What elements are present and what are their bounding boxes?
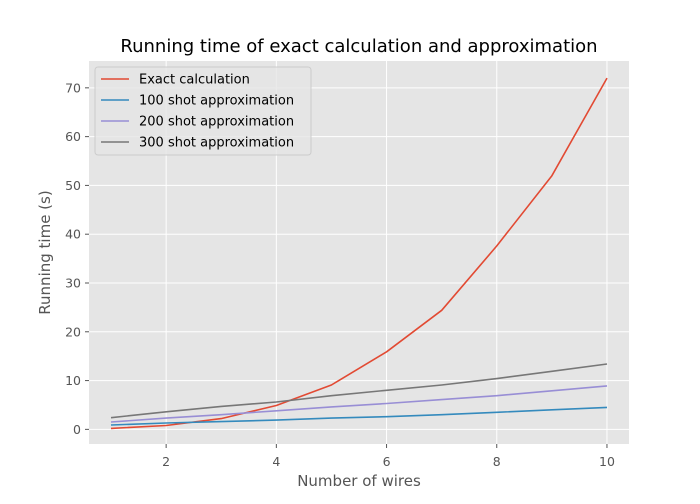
y-tick-label: 30 bbox=[65, 275, 81, 290]
chart-title: Running time of exact calculation and ap… bbox=[120, 36, 597, 57]
y-tick-label: 20 bbox=[65, 324, 81, 339]
legend-label-2: 100 shot approximation bbox=[139, 94, 294, 109]
legend: Exact calculation 100 shot approximation 2… bbox=[94, 66, 312, 156]
series-line-3 bbox=[110, 385, 608, 423]
y-tick-label: 60 bbox=[65, 129, 81, 144]
series-line-2 bbox=[110, 406, 608, 426]
y-tick-label: 40 bbox=[65, 227, 81, 242]
x-tick-label: 8 bbox=[493, 454, 501, 469]
series-line-4 bbox=[110, 363, 608, 419]
y-tick-label: 70 bbox=[65, 80, 81, 95]
y-axis-label: Running time (s) bbox=[36, 190, 54, 314]
x-tick-label: 10 bbox=[599, 454, 615, 469]
legend-box bbox=[94, 66, 312, 156]
axis-ticks: 2 4 6 8 10 0 10 20 30 40 50 60 70 bbox=[65, 80, 615, 469]
series-lines bbox=[110, 77, 608, 430]
x-tick-label: 6 bbox=[383, 454, 391, 469]
y-tick-label: 0 bbox=[73, 422, 81, 437]
grid bbox=[89, 61, 629, 444]
legend-label-1: Exact calculation bbox=[139, 73, 250, 88]
x-tick-label: 4 bbox=[272, 454, 280, 469]
y-tick-label: 10 bbox=[65, 373, 81, 388]
legend-label-3: 200 shot approximation bbox=[139, 115, 294, 130]
x-axis-label: Number of wires bbox=[297, 472, 421, 490]
legend-label-4: 300 shot approximation bbox=[139, 136, 294, 151]
y-tick-label: 50 bbox=[65, 178, 81, 193]
x-tick-label: 2 bbox=[162, 454, 170, 469]
